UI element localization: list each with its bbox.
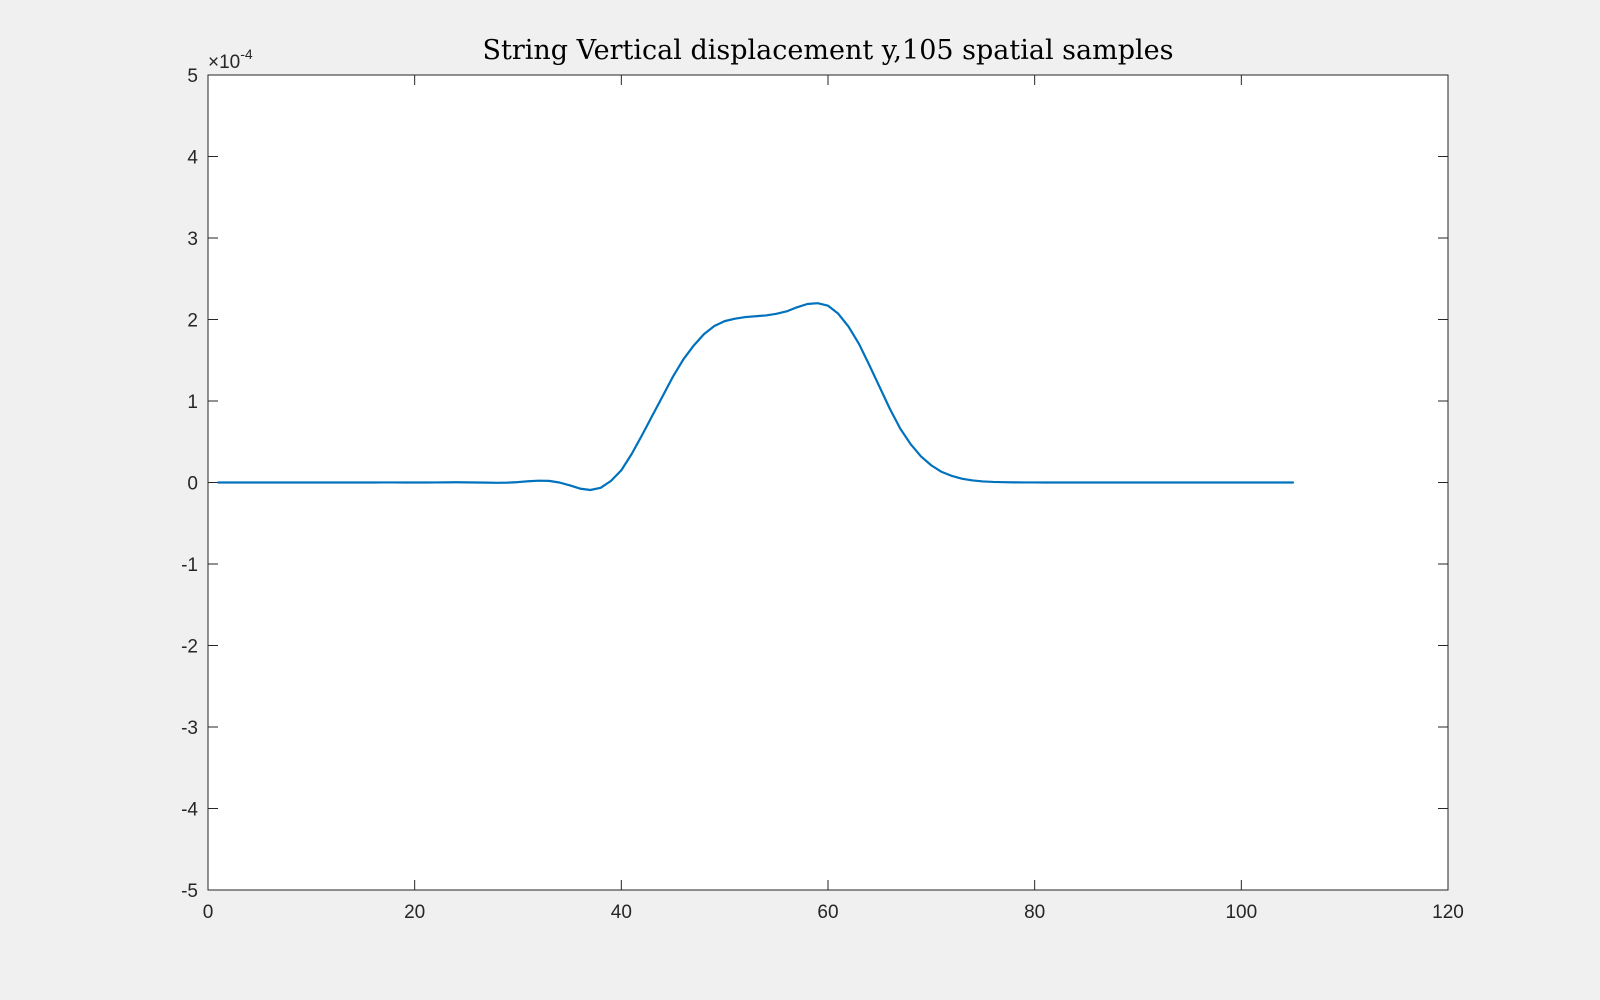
y-tick-label: 3 xyxy=(187,229,198,250)
y-tick-label: 0 xyxy=(187,474,198,495)
labels-layer: 0 20 40 60 80 100 120 -5 -4 -3 -2 -1 0 1 2 3 4 5 xyxy=(181,66,1464,923)
series-line xyxy=(217,302,1295,492)
x-tick-label: 100 xyxy=(1225,902,1257,923)
chart-title: String Vertical displacement y,105 spati… xyxy=(483,35,1174,66)
x-tick-label: 120 xyxy=(1432,902,1464,923)
axes-box xyxy=(207,74,1449,891)
y-tick-label: 1 xyxy=(187,392,198,413)
x-tick-label: 0 xyxy=(203,902,214,923)
x-tick-label: 80 xyxy=(1024,902,1045,923)
y-axis-multiplier: ×10-4 xyxy=(208,46,253,73)
y-tick-label: -2 xyxy=(181,637,198,658)
x-tick-label: 20 xyxy=(404,902,425,923)
ticks-layer xyxy=(207,74,1449,891)
y-tick-label: -5 xyxy=(181,881,198,902)
y-axis-multiplier-exponent: -4 xyxy=(240,46,253,62)
x-tick-label: 40 xyxy=(611,902,632,923)
y-tick-label: -3 xyxy=(181,718,198,739)
y-tick-label: 5 xyxy=(187,66,198,87)
y-tick-label: 2 xyxy=(187,311,198,332)
line-layer xyxy=(217,302,1295,492)
y-tick-label: 4 xyxy=(187,148,198,169)
y-axis-multiplier-base: ×10 xyxy=(208,52,240,73)
y-tick-label: -1 xyxy=(181,555,198,576)
x-tick-label: 60 xyxy=(817,902,838,923)
y-tick-label: -4 xyxy=(181,800,198,821)
